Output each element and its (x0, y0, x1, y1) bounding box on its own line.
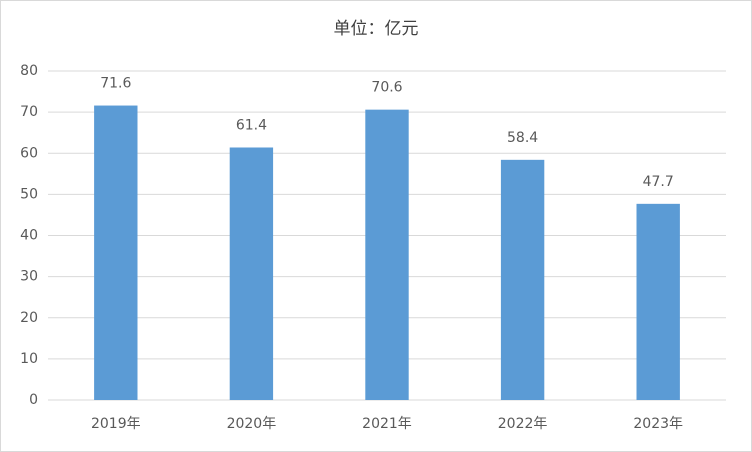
x-tick-label: 2022年 (498, 416, 548, 432)
value-label: 70.6 (371, 80, 402, 96)
y-tick-label: 50 (20, 186, 38, 202)
y-tick-label: 10 (20, 351, 38, 367)
y-tick-label: 30 (20, 269, 38, 285)
y-tick-label: 60 (20, 145, 38, 161)
y-tick-label: 80 (20, 63, 38, 79)
value-label: 58.4 (507, 130, 538, 146)
y-tick-label: 40 (20, 228, 38, 244)
bar (500, 159, 545, 400)
y-tick-label: 20 (20, 310, 38, 326)
value-label: 71.6 (100, 76, 131, 92)
x-tick-label: 2021年 (362, 416, 412, 432)
x-tick-label: 2023年 (633, 416, 683, 432)
chart-title: 单位：亿元 (334, 19, 419, 39)
bar (94, 105, 138, 401)
y-tick-label: 70 (20, 104, 38, 120)
y-tick-label: 0 (29, 392, 38, 408)
value-label: 61.4 (236, 117, 267, 133)
value-label: 47.7 (643, 174, 674, 190)
x-tick-label: 2019年 (91, 416, 141, 432)
x-tick-label: 2020年 (227, 416, 277, 432)
bar (365, 109, 409, 400)
bar (636, 203, 680, 400)
bar (229, 147, 274, 400)
